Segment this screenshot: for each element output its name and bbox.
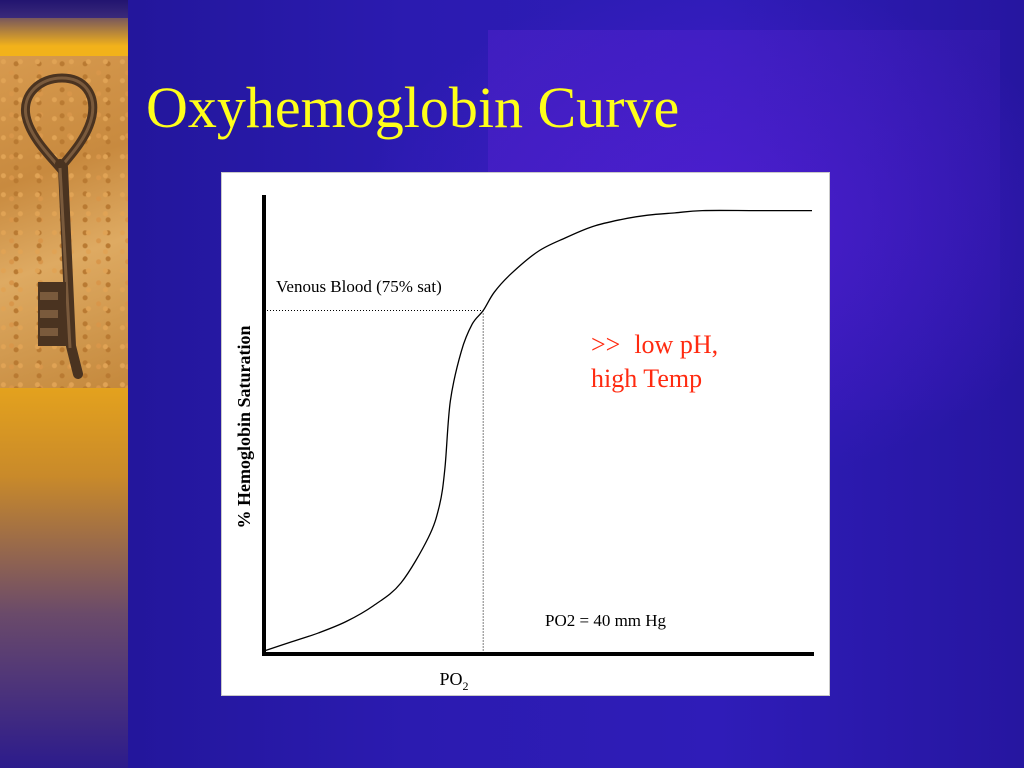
x-axis-label-subscript: 2 [463,679,469,693]
oxyhemoglobin-chart: Venous Blood (75% sat) PO2 = 40 mm Hg % … [221,172,830,696]
key-photo [0,56,128,388]
venous-blood-label: Venous Blood (75% sat) [276,277,442,296]
saturation-curve [263,209,812,652]
left-decorative-sidebar [0,0,128,768]
x-axis-label-main: PO [439,669,462,689]
annotation-line-1: >> low pH, [591,328,718,362]
annotation-text-1: low pH, [634,330,719,359]
annotation-arrow: >> [591,330,621,359]
y-axis-label: % Hemoglobin Saturation [234,325,254,528]
chart-canvas: Venous Blood (75% sat) PO2 = 40 mm Hg % … [234,195,814,693]
po2-value-label: PO2 = 40 mm Hg [545,611,667,630]
effect-annotation: >> low pH, high Temp [591,328,718,396]
slide-title: Oxyhemoglobin Curve [146,75,680,140]
x-axis-label: PO2 [439,669,468,693]
annotation-text-2: high Temp [591,364,703,393]
sidebar-top-strip [0,0,128,18]
old-key-icon [20,73,98,379]
